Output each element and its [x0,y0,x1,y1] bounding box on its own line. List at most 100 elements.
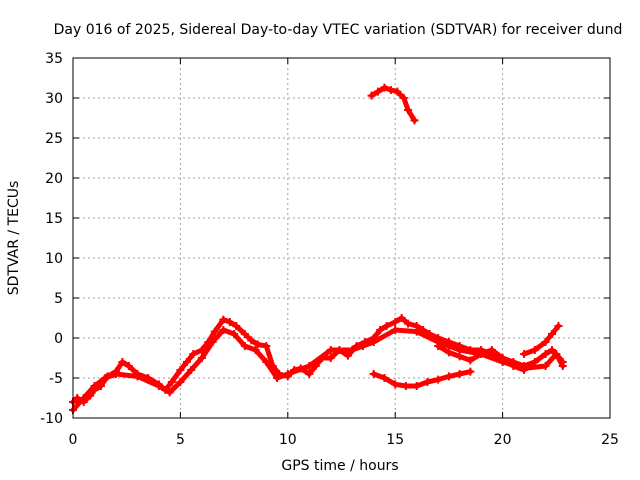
data-point [253,340,262,349]
data-point [520,350,529,358]
series-line [371,369,473,389]
data-point [167,378,176,386]
y-tick-label: 0 [54,331,63,347]
data-point [225,318,234,326]
data-point [343,351,352,360]
data-point [262,358,271,366]
data-point [541,338,550,346]
data-point [376,326,385,334]
data-point [154,382,163,390]
data-point [498,354,507,362]
x-tick-label: 5 [176,432,185,448]
x-axis-label: GPS time / hours [281,458,398,474]
data-point [176,366,185,374]
data-point [444,372,453,381]
data-point [358,342,367,350]
x-tick-label: 25 [601,432,619,448]
data-point [434,375,443,384]
data-point [232,322,241,330]
series-band-c [434,342,529,374]
data-point [541,350,550,358]
y-tick-label: 30 [45,91,63,107]
x-tick-label: 0 [69,432,78,448]
data-point [247,336,256,345]
data-point [326,346,335,354]
data-point [391,326,400,334]
series-band-a [69,326,567,414]
data-point [219,315,228,324]
data-point [273,374,282,382]
data-point [558,358,567,366]
data-point [466,356,475,365]
series-band-b [520,322,563,358]
data-point [230,330,239,338]
data-point [111,370,120,378]
data-point [101,374,110,382]
data-point [382,322,391,330]
data-point [530,358,539,366]
y-tick-label: 15 [45,211,63,227]
data-point [466,367,475,376]
data-point [410,116,419,125]
series-line [70,327,566,413]
data-point [369,370,378,378]
data-point [380,374,389,382]
y-axis-label: SDTVAR / TECUs [6,181,22,296]
x-tick-label: 10 [279,432,297,448]
data-point [305,362,314,370]
plot-frame [72,57,611,419]
data-point [391,318,400,326]
data-point [251,346,260,354]
series-outlier [367,83,419,125]
data-point [455,352,464,361]
data-point [369,338,378,346]
chart-title: Day 016 of 2025, Sidereal Day-to-day VTE… [54,22,623,38]
data-point [434,342,443,350]
data-point [367,91,376,100]
data-point [548,330,557,338]
data-point [118,358,127,366]
data-point [487,346,496,354]
data-point [520,366,529,374]
data-point [423,378,432,386]
data-point [283,370,292,378]
data-point [124,362,133,370]
data-point [208,338,217,346]
data-point [541,362,550,370]
data-point [393,87,402,96]
data-point [399,94,408,102]
data-point [404,106,413,114]
data-series [69,83,567,414]
data-point [90,382,99,390]
data-point [509,362,518,370]
data-point [240,342,249,350]
data-point [182,358,191,366]
data-point [477,350,486,358]
y-tick-label: -10 [40,411,63,427]
y-tick-label: 10 [45,251,63,267]
data-point [554,322,563,330]
data-point [455,370,464,378]
y-tick-label: 25 [45,131,63,147]
data-point [391,380,400,389]
data-point [176,378,185,386]
data-point [187,366,196,374]
series-lower [369,367,475,390]
data-point [189,350,198,358]
data-point [386,86,395,94]
data-point [326,354,335,362]
data-point [530,346,539,354]
data-point [397,314,406,322]
data-point [404,319,413,328]
data-point [210,327,219,336]
data-point [444,348,453,357]
data-point [374,87,383,96]
data-point [240,330,249,338]
y-tick-label: 20 [45,171,63,187]
data-point [165,388,174,397]
data-point [197,354,206,362]
data-point [262,342,271,350]
data-point [552,350,561,358]
y-tick-label: 5 [54,291,63,307]
